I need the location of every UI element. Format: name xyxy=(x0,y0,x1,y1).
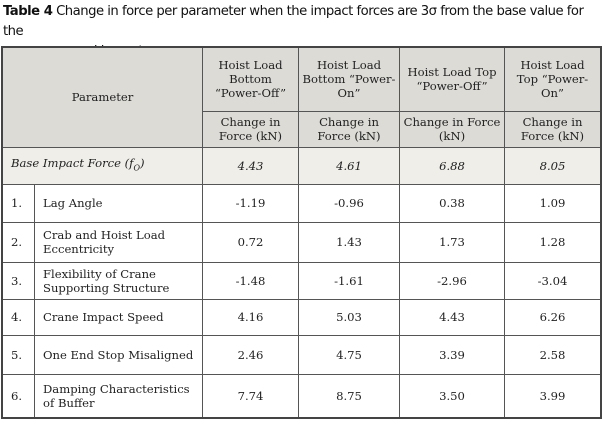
data-table: Parameter Hoist Load Bottom “Power-Off” … xyxy=(1,46,602,419)
row-value: -1.48 xyxy=(202,261,299,300)
base-label: Base Impact Force (fO) xyxy=(1,146,203,185)
base-value: 6.88 xyxy=(399,146,505,185)
table-row: 5. One End Stop Misaligned 2.46 4.75 3.39 2.5… xyxy=(1,334,602,375)
row-value: -3.04 xyxy=(504,261,602,300)
table-row: 4. Crane Impact Speed 4.16 5.03 4.43 6.26 xyxy=(1,298,602,336)
row-parameter: Lag Angle xyxy=(34,183,203,223)
row-value: 4.75 xyxy=(298,334,400,375)
row-value: 3.50 xyxy=(399,373,505,419)
base-value: 8.05 xyxy=(504,146,602,185)
row-number: 6. xyxy=(1,373,35,419)
row-value: 1.28 xyxy=(504,221,602,263)
row-value: -1.19 xyxy=(202,183,299,223)
row-value: 0.72 xyxy=(202,221,299,263)
row-value: -1.61 xyxy=(298,261,400,300)
row-value: 1.73 xyxy=(399,221,505,263)
row-value: 4.43 xyxy=(399,298,505,336)
row-value: 4.16 xyxy=(202,298,299,336)
header-col: Hoist Load Top “Power-Off” xyxy=(399,46,505,112)
row-parameter: Crab and Hoist Load Eccentricity xyxy=(34,221,203,263)
base-value: 4.61 xyxy=(298,146,400,185)
row-number: 3. xyxy=(1,261,35,300)
row-parameter: One End Stop Misaligned xyxy=(34,334,203,375)
row-value: 8.75 xyxy=(298,373,400,419)
caption-text-1: Change in force per parameter when the i… xyxy=(3,4,584,39)
row-value: 7.74 xyxy=(202,373,299,419)
base-value: 4.43 xyxy=(202,146,299,185)
subheader: Change in Force (kN) xyxy=(202,110,299,148)
row-number: 4. xyxy=(1,298,35,336)
table-row: 6. Damping Characteristics of Buffer 7.74 8… xyxy=(1,373,602,419)
row-value: 6.26 xyxy=(504,298,602,336)
caption-label: Table 4 xyxy=(3,4,53,19)
row-parameter: Flexibility of Crane Supporting Structur… xyxy=(34,261,203,300)
row-value: 3.39 xyxy=(399,334,505,375)
row-number: 5. xyxy=(1,334,35,375)
header-parameter: Parameter xyxy=(1,46,203,148)
header-col: Hoist Load Bottom “Power-On” xyxy=(298,46,400,112)
header-col: Hoist Load Top “Power-On” xyxy=(504,46,602,112)
row-value: 2.46 xyxy=(202,334,299,375)
row-number: 1. xyxy=(1,183,35,223)
row-number: 2. xyxy=(1,221,35,263)
row-value: 1.09 xyxy=(504,183,602,223)
row-value: 3.99 xyxy=(504,373,602,419)
row-parameter: Crane Impact Speed xyxy=(34,298,203,336)
subheader: Change in Force (kN) xyxy=(399,110,505,148)
row-value: 5.03 xyxy=(298,298,400,336)
subheader: Change in Force (kN) xyxy=(504,110,602,148)
row-value: 1.43 xyxy=(298,221,400,263)
row-value: -0.96 xyxy=(298,183,400,223)
row-parameter: Damping Characteristics of Buffer xyxy=(34,373,203,419)
row-value: -2.96 xyxy=(399,261,505,300)
row-value: 2.58 xyxy=(504,334,602,375)
base-row: Base Impact Force (fO) 4.43 4.61 6.88 8.… xyxy=(1,146,602,185)
row-value: 0.38 xyxy=(399,183,505,223)
table-row: 2. Crab and Hoist Load Eccentricity 0.72 1.… xyxy=(1,221,602,263)
header-col: Hoist Load Bottom “Power-Off” xyxy=(202,46,299,112)
table-row: 1. Lag Angle -1.19 -0.96 0.38 1.09 xyxy=(1,183,602,223)
subheader: Change in Force (kN) xyxy=(298,110,400,148)
table-row: 3. Flexibility of Crane Supporting Struct… xyxy=(1,261,602,300)
